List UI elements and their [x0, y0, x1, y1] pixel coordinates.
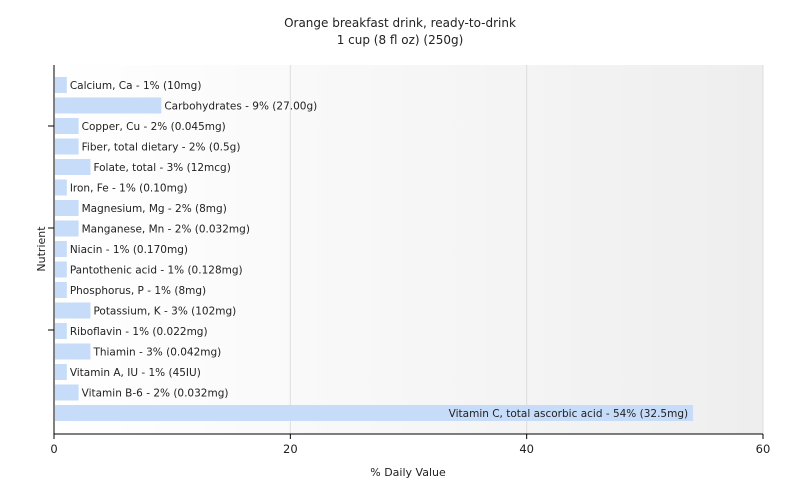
bar [55, 179, 67, 196]
bar-label: Copper, Cu - 2% (0.045mg) [82, 121, 226, 133]
bars-group: Calcium, Ca - 1% (10mg) Carbohydrates - 9… [55, 77, 694, 421]
bar-label: Folate, total - 3% (12mcg) [93, 162, 230, 174]
bar-label: Fiber, total dietary - 2% (0.5g) [82, 142, 241, 154]
chart-subtitle: 1 cup (8 fl oz) (250g) [337, 33, 464, 47]
y-axis-label: Nutrient [35, 226, 48, 272]
bar-label: Vitamin A, IU - 1% (45IU) [70, 367, 201, 379]
bar-label: Phosphorus, P - 1% (8mg) [70, 285, 206, 297]
bar [55, 323, 67, 339]
bar [55, 343, 91, 360]
bar-label: Iron, Fe - 1% (0.10mg) [70, 183, 188, 195]
bar-label: Vitamin B-6 - 2% (0.032mg) [82, 388, 229, 400]
bar-label: Magnesium, Mg - 2% (8mg) [82, 203, 227, 215]
axes-group: 0 20 40 60 [48, 65, 770, 456]
x-tick-label: 0 [50, 442, 57, 456]
bar-label: Thiamin - 3% (0.042mg) [92, 347, 221, 359]
bar-label: Niacin - 1% (0.170mg) [70, 244, 188, 256]
chart-title: Orange breakfast drink, ready-to-drink [284, 16, 516, 30]
bar [55, 282, 67, 298]
bar-label: Manganese, Mn - 2% (0.032mg) [82, 224, 250, 236]
bar [55, 159, 91, 175]
bar [55, 220, 79, 237]
bar [55, 118, 79, 134]
bar-label: Vitamin C, total ascorbic acid - 54% (32… [449, 408, 688, 420]
x-axis-label: % Daily Value [370, 466, 446, 479]
x-tick-label: 60 [756, 442, 771, 456]
bar [55, 405, 694, 421]
bar [55, 261, 67, 278]
bar-label: Carbohydrates - 9% (27.00g) [164, 101, 317, 113]
plot-area [54, 65, 763, 434]
grid-lines [289, 65, 764, 434]
bar [55, 241, 67, 257]
bar [55, 200, 79, 216]
bar-label: Riboflavin - 1% (0.022mg) [70, 326, 208, 338]
bar [55, 97, 162, 114]
x-tick-label: 40 [519, 442, 534, 456]
bar [55, 302, 91, 319]
x-tick-label: 20 [283, 442, 298, 456]
bar-label: Calcium, Ca - 1% (10mg) [70, 80, 202, 92]
bar [55, 77, 67, 93]
bar-label: Potassium, K - 3% (102mg) [93, 306, 236, 318]
bar [55, 138, 79, 155]
bar [55, 364, 67, 380]
bar [55, 384, 79, 401]
bar-label: Pantothenic acid - 1% (0.128mg) [70, 265, 243, 277]
